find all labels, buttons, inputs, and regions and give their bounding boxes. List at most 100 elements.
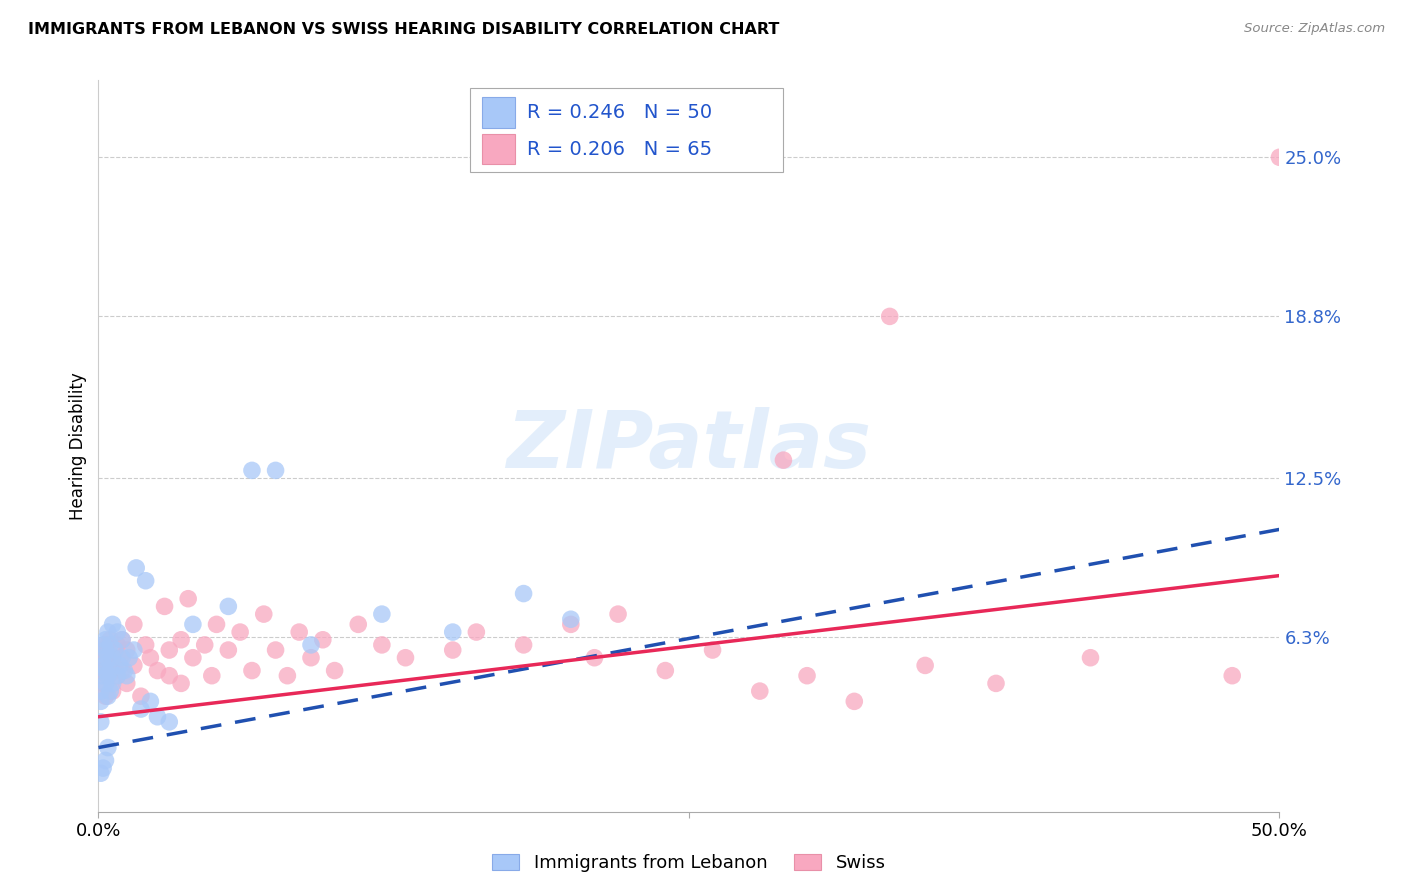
Point — [153, 599, 176, 614]
Point — [94, 753, 117, 767]
Point — [94, 676, 117, 690]
Point — [129, 690, 152, 704]
Point — [118, 650, 141, 665]
Point — [217, 643, 239, 657]
Point — [91, 761, 114, 775]
Point — [217, 599, 239, 614]
Point — [90, 766, 112, 780]
FancyBboxPatch shape — [471, 87, 783, 171]
Text: Source: ZipAtlas.com: Source: ZipAtlas.com — [1244, 22, 1385, 36]
Point — [984, 676, 1007, 690]
Point — [94, 638, 117, 652]
Point — [98, 638, 121, 652]
Point — [98, 632, 121, 647]
Point — [101, 650, 124, 665]
Point — [94, 664, 117, 678]
Point — [97, 669, 120, 683]
Point — [583, 650, 606, 665]
Point — [91, 658, 114, 673]
Point — [104, 643, 127, 657]
Point — [170, 676, 193, 690]
Point — [323, 664, 346, 678]
Point — [105, 638, 128, 652]
Text: R = 0.246   N = 50: R = 0.246 N = 50 — [527, 103, 713, 122]
Point — [229, 625, 252, 640]
Point — [465, 625, 488, 640]
Point — [115, 643, 138, 657]
Point — [1220, 669, 1243, 683]
Point — [347, 617, 370, 632]
Point — [299, 650, 322, 665]
Point — [101, 650, 124, 665]
Point — [1268, 150, 1291, 164]
Point — [122, 617, 145, 632]
Point — [240, 664, 263, 678]
Point — [115, 676, 138, 690]
Point — [299, 638, 322, 652]
Point — [560, 617, 582, 632]
Point — [702, 643, 724, 657]
Point — [94, 664, 117, 678]
Point — [104, 664, 127, 678]
Point — [97, 625, 120, 640]
Point — [91, 676, 114, 690]
Point — [157, 643, 180, 657]
Point — [177, 591, 200, 606]
Point — [91, 650, 114, 665]
Point — [879, 310, 901, 324]
Point — [90, 714, 112, 729]
Point — [181, 617, 204, 632]
Point — [98, 664, 121, 678]
Point — [98, 684, 121, 698]
Point — [240, 463, 263, 477]
Point — [90, 694, 112, 708]
Text: ZIPatlas: ZIPatlas — [506, 407, 872, 485]
Point — [135, 638, 157, 652]
Point — [772, 453, 794, 467]
Point — [654, 664, 676, 678]
Point — [101, 684, 124, 698]
Point — [157, 714, 180, 729]
Point — [115, 669, 138, 683]
Point — [157, 669, 180, 683]
Point — [512, 638, 534, 652]
Point — [97, 643, 120, 657]
Point — [94, 643, 117, 657]
Point — [98, 658, 121, 673]
Point — [394, 650, 416, 665]
Point — [312, 632, 335, 647]
Point — [170, 632, 193, 647]
Point — [796, 669, 818, 683]
Point — [105, 625, 128, 640]
Point — [111, 632, 134, 647]
Point — [94, 632, 117, 647]
Point — [607, 607, 630, 621]
Point — [91, 669, 114, 683]
Point — [512, 586, 534, 600]
Point — [105, 669, 128, 683]
Point — [101, 676, 124, 690]
Point — [129, 702, 152, 716]
Text: IMMIGRANTS FROM LEBANON VS SWISS HEARING DISABILITY CORRELATION CHART: IMMIGRANTS FROM LEBANON VS SWISS HEARING… — [28, 22, 779, 37]
Point — [91, 638, 114, 652]
Point — [371, 638, 394, 652]
Point — [125, 561, 148, 575]
Point — [112, 664, 135, 678]
Point — [181, 650, 204, 665]
FancyBboxPatch shape — [482, 97, 516, 128]
Point — [108, 658, 131, 673]
Point — [1080, 650, 1102, 665]
Point — [441, 625, 464, 640]
Point — [914, 658, 936, 673]
Point — [146, 710, 169, 724]
FancyBboxPatch shape — [482, 134, 516, 164]
Point — [111, 632, 134, 647]
Point — [90, 684, 112, 698]
Point — [844, 694, 866, 708]
Point — [135, 574, 157, 588]
Point — [288, 625, 311, 640]
Point — [122, 643, 145, 657]
Point — [560, 612, 582, 626]
Text: R = 0.206   N = 65: R = 0.206 N = 65 — [527, 139, 713, 159]
Point — [264, 643, 287, 657]
